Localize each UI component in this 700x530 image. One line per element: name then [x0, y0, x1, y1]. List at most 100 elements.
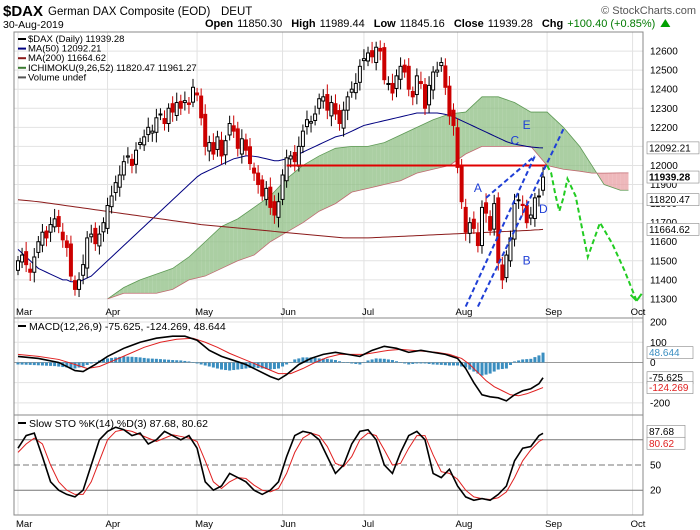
month-tick-label: Sep: [545, 519, 562, 530]
macd-histogram-bar: [321, 358, 325, 363]
macd-histogram-bar: [122, 356, 126, 363]
ichimoku-cloud-segment: [245, 210, 250, 258]
macd-histogram-bar: [333, 360, 337, 363]
candle-body: [166, 107, 171, 125]
price-candle: [64, 235, 69, 257]
price-candle: [150, 124, 155, 142]
macd-histogram-bar: [513, 361, 517, 363]
ichimoku-cloud-segment: [180, 259, 185, 285]
candle-body: [463, 206, 468, 233]
ohlc-label: High: [291, 18, 316, 30]
candle-body: [44, 230, 49, 239]
macd-histogram-bar: [350, 362, 354, 364]
price-candle: [247, 138, 252, 171]
month-tick-label: May: [195, 307, 213, 318]
price-candle: [56, 209, 61, 234]
candle-body: [260, 179, 265, 197]
ma50-line: [17, 112, 544, 283]
price-candle: [219, 131, 224, 165]
ohlc-label: Close: [454, 18, 484, 30]
candle-body: [475, 232, 480, 247]
candle-body: [195, 92, 200, 96]
candle-body: [451, 109, 456, 126]
macd-histogram-bar: [150, 358, 154, 363]
ichimoku-cloud-segment: [547, 112, 552, 167]
macd-histogram-bar: [484, 362, 488, 375]
ohlc-value: +100.40 (+0.85%): [567, 18, 655, 30]
ichimoku-cloud-segment: [136, 279, 141, 294]
sto-value-label: 80.62: [649, 439, 674, 450]
channel-line: [485, 155, 536, 199]
ichimoku-cloud-segment: [298, 165, 303, 226]
macd-histogram-bar: [354, 362, 358, 364]
macd-histogram-bar: [228, 362, 232, 371]
candle-body: [170, 103, 175, 113]
candle-body: [300, 130, 305, 147]
candle-body: [211, 142, 216, 155]
price-candle: [325, 84, 330, 120]
macd-histogram-bar: [203, 362, 207, 366]
forecast-path: [546, 164, 638, 302]
candle-body: [154, 117, 159, 133]
candle-body: [536, 195, 541, 198]
price-candle: [89, 224, 94, 243]
ichimoku-cloud-segment: [172, 265, 177, 290]
macd-histogram-bar: [158, 359, 162, 363]
month-tick-label: Mar: [16, 519, 32, 530]
macd-histogram-bar: [447, 362, 451, 366]
candle-body: [142, 136, 147, 146]
price-candle: [512, 193, 517, 247]
ichimoku-cloud-segment: [502, 98, 507, 147]
candle-body: [313, 113, 318, 121]
price-candle: [467, 217, 472, 244]
macd-histogram-bar: [53, 362, 57, 367]
macd-histogram-bar: [289, 361, 293, 363]
price-candle: [154, 108, 159, 143]
month-tick-label: Oct: [631, 519, 646, 530]
ichimoku-cloud-segment: [388, 138, 393, 184]
macd-histogram-bar: [366, 360, 370, 363]
stochastic-panel: 805020Slow STO %K(14) %D(3) 87.68, 80.62…: [13, 414, 686, 530]
macd-histogram-bar: [175, 360, 179, 363]
price-candle: [72, 275, 77, 296]
macd-histogram-bar: [244, 362, 248, 369]
price-candle: [300, 124, 305, 154]
price-candle: [186, 97, 191, 114]
candle-body: [28, 268, 33, 273]
macd-histogram-bar: [411, 362, 415, 364]
ichimoku-cloud-segment: [127, 283, 132, 294]
price-candle: [471, 211, 476, 234]
candle-body: [227, 123, 232, 136]
macd-tick-label: 0: [650, 358, 656, 369]
candle-body: [532, 197, 537, 219]
macd-histogram-bar: [179, 360, 183, 363]
price-candle: [162, 110, 167, 131]
macd-tick-label: -200: [650, 398, 670, 409]
price-candle: [398, 57, 403, 90]
ichimoku-cloud-segment: [368, 145, 373, 189]
price-candle: [129, 153, 134, 174]
price-tick-label: 11600: [650, 237, 678, 248]
macd-histogram-bar: [370, 359, 374, 363]
candle-body: [52, 218, 57, 228]
price-candle: [402, 59, 407, 78]
macd-histogram-bar: [130, 356, 134, 363]
price-candle: [203, 104, 208, 156]
price-candle: [264, 181, 269, 206]
candle-body: [16, 260, 20, 271]
price-candle: [227, 115, 232, 141]
month-tick-label: Aug: [456, 519, 473, 530]
candle-body: [24, 251, 29, 266]
chart-date: 30-Aug-2019: [3, 19, 64, 31]
macd-histogram-bar: [167, 359, 171, 363]
ichimoku-cloud-segment: [286, 175, 291, 233]
candle-body: [390, 82, 395, 94]
candle-body: [431, 71, 436, 91]
candle-body: [398, 65, 403, 80]
macd-histogram-bar: [358, 362, 362, 365]
macd-histogram-bar: [40, 362, 44, 366]
ichimoku-cloud-segment: [339, 147, 344, 201]
ichimoku-cloud-segment: [433, 118, 438, 170]
price-candle: [239, 129, 244, 164]
